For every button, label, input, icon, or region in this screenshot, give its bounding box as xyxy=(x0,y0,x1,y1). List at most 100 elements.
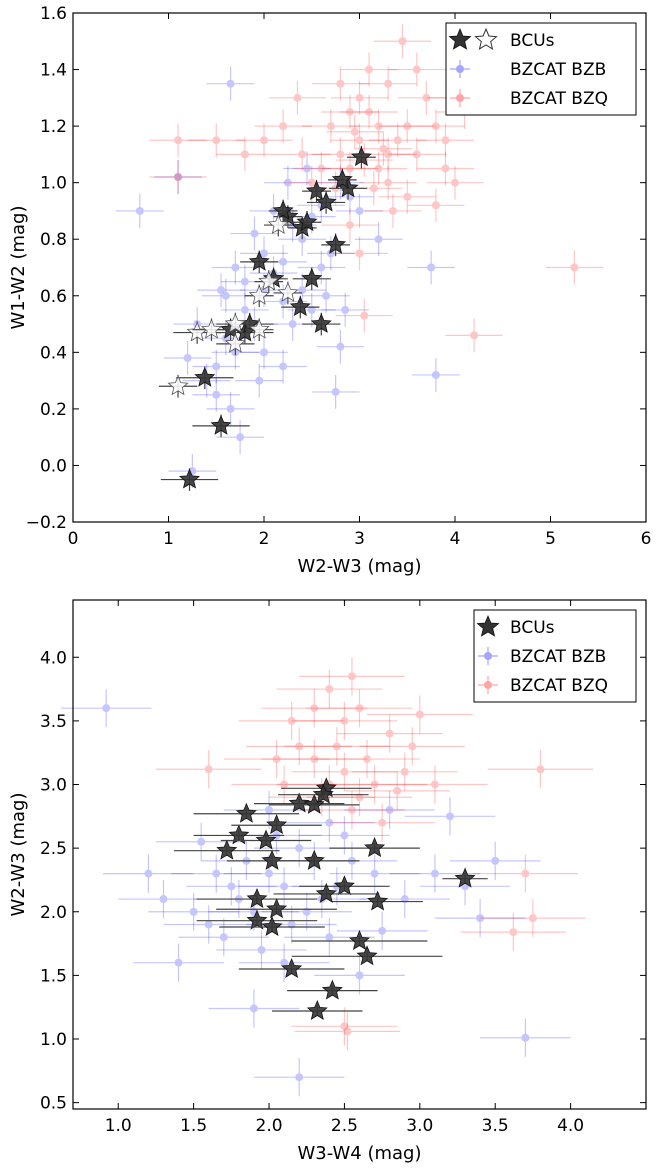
x-tick-label: 1.5 xyxy=(180,1116,207,1136)
star-marker xyxy=(261,849,283,870)
point-marker xyxy=(431,201,440,210)
star-marker xyxy=(364,837,386,858)
point-marker xyxy=(204,765,213,774)
x-tick-label: 4 xyxy=(450,529,461,549)
point-marker xyxy=(347,672,356,681)
star-marker xyxy=(281,957,303,978)
star-marker xyxy=(321,979,343,1000)
point-marker xyxy=(340,831,349,840)
point xyxy=(163,341,212,375)
point-marker xyxy=(240,150,249,159)
point xyxy=(206,391,255,426)
point xyxy=(407,250,455,285)
star-marker xyxy=(296,211,318,232)
point-marker xyxy=(231,263,240,272)
star-marker xyxy=(261,915,283,936)
point-marker xyxy=(363,755,372,764)
point xyxy=(284,727,390,766)
point-marker xyxy=(370,780,379,789)
point-marker xyxy=(374,235,383,244)
x-axis-label: W2-W3 (mag) xyxy=(297,556,421,577)
point xyxy=(155,750,262,789)
star-marker xyxy=(277,281,299,302)
point xyxy=(316,329,365,364)
point-marker xyxy=(365,107,374,116)
point xyxy=(292,151,350,186)
y-tick-label: −0.2 xyxy=(26,513,67,533)
bcu-point xyxy=(240,250,279,274)
point xyxy=(291,701,398,740)
point xyxy=(235,363,284,398)
point xyxy=(103,854,194,893)
point xyxy=(326,114,384,149)
star-marker xyxy=(255,829,277,850)
point xyxy=(291,752,398,791)
x-tick-label: 4.0 xyxy=(557,1116,584,1136)
point-marker xyxy=(509,928,518,937)
point xyxy=(273,137,331,172)
point-marker xyxy=(374,164,383,173)
point xyxy=(149,123,207,158)
star-marker xyxy=(306,180,327,201)
legend-item: BZCAT BZB xyxy=(478,647,606,667)
point xyxy=(291,1007,398,1046)
point-marker xyxy=(336,342,345,351)
bcu-point xyxy=(321,233,350,257)
point-marker xyxy=(332,742,341,751)
point-marker xyxy=(340,767,349,776)
point-marker xyxy=(521,1033,530,1042)
point-marker xyxy=(345,164,354,173)
bcu-point xyxy=(269,849,360,870)
x-tick-label: 3 xyxy=(354,529,365,549)
point-marker xyxy=(343,1027,352,1036)
point xyxy=(261,689,368,728)
point-marker xyxy=(340,1022,349,1031)
point-marker xyxy=(326,122,335,131)
point xyxy=(254,109,312,144)
bcu-point xyxy=(193,802,300,823)
point-marker xyxy=(528,914,537,923)
point-marker xyxy=(355,206,364,215)
point-marker xyxy=(257,945,266,954)
series-bzq xyxy=(155,657,594,1051)
bcu-point xyxy=(192,318,231,342)
y-tick-label: 1.0 xyxy=(40,1030,67,1050)
point-marker xyxy=(430,869,439,878)
bcu-point xyxy=(269,793,360,814)
point xyxy=(449,841,541,880)
point xyxy=(60,689,152,728)
point-marker xyxy=(379,144,388,153)
point-marker xyxy=(400,767,409,776)
bcu-point xyxy=(302,312,341,336)
point xyxy=(284,803,375,842)
point-marker xyxy=(325,933,334,942)
point-marker xyxy=(212,869,221,878)
y-tick-label: 2.0 xyxy=(40,903,67,923)
star-marker xyxy=(248,284,270,305)
legend-star-filled xyxy=(476,614,500,637)
point-marker xyxy=(445,812,454,821)
point-marker xyxy=(307,178,316,187)
bcu-point xyxy=(299,875,390,896)
legend-item: BZCAT BZB xyxy=(450,60,606,80)
point xyxy=(238,943,330,982)
point xyxy=(302,109,360,144)
point xyxy=(487,750,594,789)
point xyxy=(259,349,307,384)
bcu-point xyxy=(273,281,303,305)
point xyxy=(306,689,413,728)
point xyxy=(336,714,443,753)
point xyxy=(253,1058,345,1097)
point-marker xyxy=(255,376,264,385)
point-marker xyxy=(336,150,345,159)
point xyxy=(246,727,352,766)
point xyxy=(340,52,398,87)
star-marker xyxy=(301,267,323,288)
series-bcu xyxy=(174,777,488,1020)
point xyxy=(163,905,254,944)
bcu-point xyxy=(292,267,331,291)
legend-item: BCUs xyxy=(448,27,555,51)
point-marker xyxy=(393,786,402,795)
point-marker xyxy=(385,805,394,814)
point xyxy=(367,695,473,734)
